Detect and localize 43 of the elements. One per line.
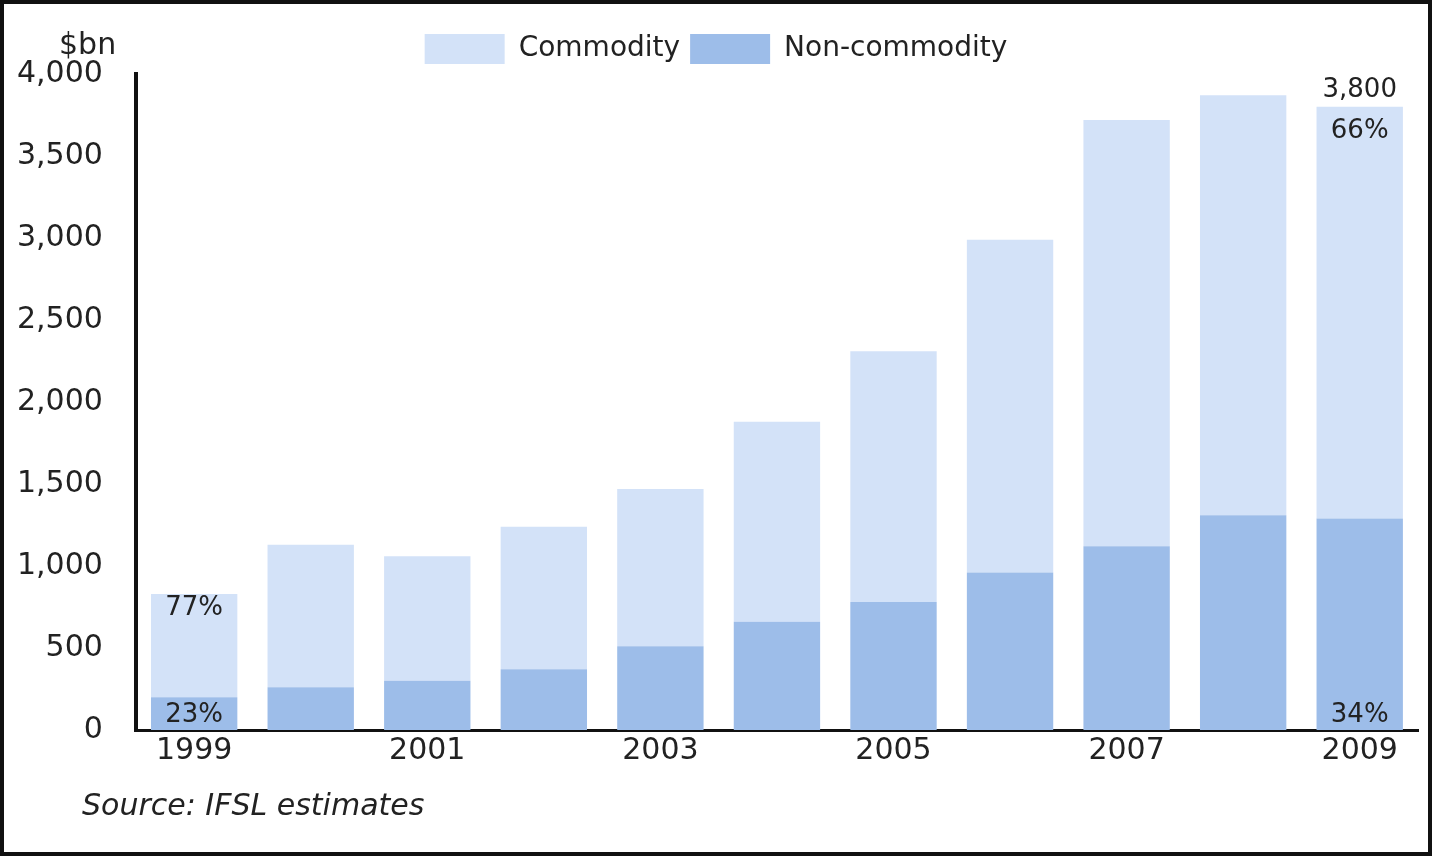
bar — [267, 687, 354, 730]
legend-label: Non-commodity — [784, 30, 1008, 64]
x-tick-label: 2001 — [389, 730, 466, 766]
annotation: 77% — [165, 591, 224, 622]
y-tick-label: 0 — [83, 709, 103, 745]
bar — [1199, 95, 1287, 516]
annotation: 23% — [165, 697, 224, 728]
bar — [1316, 106, 1403, 519]
y-tick-label: 1,500 — [16, 463, 103, 499]
y-tick-label: 3,500 — [16, 135, 103, 171]
bar — [617, 488, 704, 647]
x-tick-label: 1999 — [155, 730, 233, 766]
bar — [1316, 518, 1403, 730]
bar — [1083, 119, 1170, 547]
bar — [850, 602, 937, 730]
x-tick-label: 2009 — [1321, 730, 1398, 766]
bar — [850, 351, 937, 603]
bar — [500, 669, 588, 730]
bar — [384, 556, 471, 681]
x-tick-label: 2007 — [1088, 730, 1165, 766]
bar — [733, 421, 821, 622]
bar — [267, 544, 354, 688]
annotation: 34% — [1330, 697, 1389, 728]
y-tick-label: 2,000 — [16, 381, 103, 417]
bar — [150, 593, 238, 698]
x-tick-label: 2003 — [622, 730, 699, 766]
bar — [500, 526, 588, 670]
annotation: 3,800 — [1322, 73, 1397, 104]
bar — [1083, 546, 1170, 730]
bar — [1199, 515, 1287, 730]
y-tick-label: 500 — [45, 627, 103, 663]
annotation: 66% — [1330, 114, 1389, 145]
y-tick-label: 1,000 — [16, 545, 103, 581]
x-tick-label: 2005 — [855, 730, 932, 766]
bar — [384, 680, 471, 730]
bar — [733, 621, 821, 730]
bar — [966, 572, 1054, 730]
y-tick-label: 3,000 — [16, 217, 103, 253]
legend-label: Commodity — [518, 30, 681, 64]
bar — [617, 646, 704, 730]
bar — [966, 239, 1054, 573]
source-note: Source: IFSL estimates — [82, 786, 425, 822]
y-tick-label: 2,500 — [16, 299, 103, 335]
